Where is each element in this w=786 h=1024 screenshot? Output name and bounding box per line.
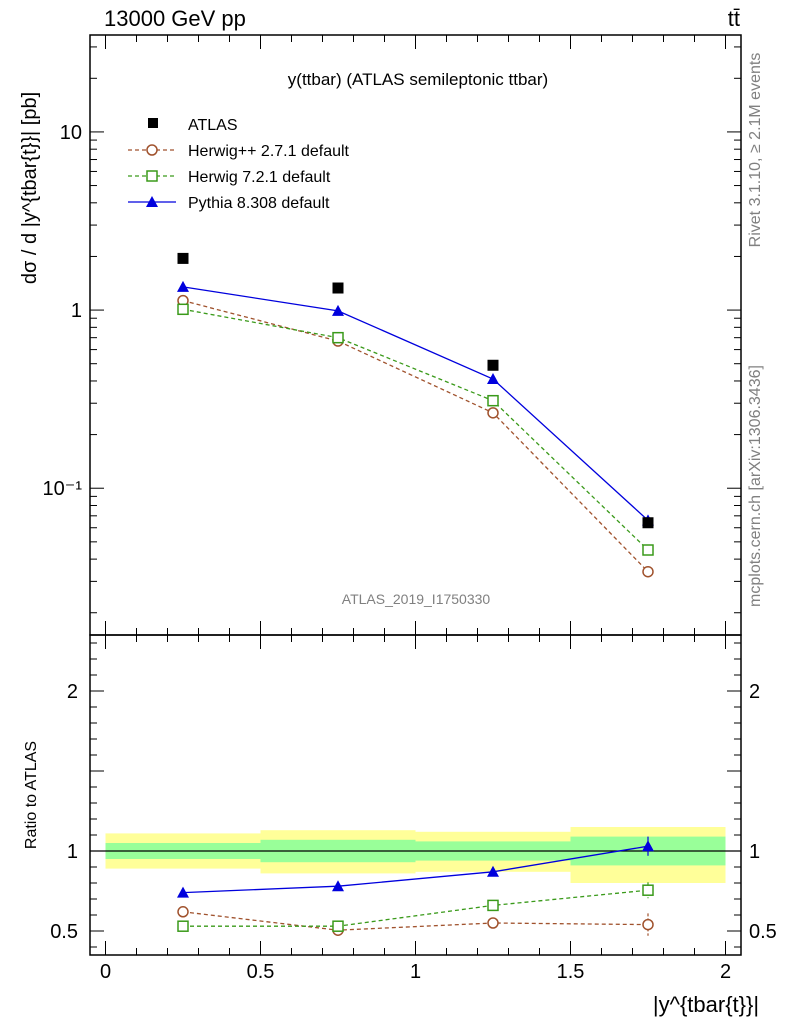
main-point-herwigpp [487, 407, 499, 419]
legend-marker-pythia [146, 196, 158, 207]
legend-label-atlas: ATLAS [188, 117, 238, 134]
main-y-tick-label: 10 [60, 122, 82, 144]
main-point-pythia [487, 373, 499, 385]
x-tick-label: 0.5 [247, 961, 275, 983]
main-series-line-herwigpp [182, 299, 649, 573]
legend-label-pythia: Pythia 8.308 default [188, 195, 330, 212]
ratio-y-tick-label: 2 [67, 681, 78, 703]
watermark-label: ATLAS_2019_I1750330 [342, 591, 491, 607]
main-series-line-pythia [182, 286, 649, 521]
ratio-y-tick-label-right: 0.5 [749, 921, 777, 943]
legend-label-herwigpp: Herwig++ 2.7.1 default [188, 143, 350, 160]
main-x-ticks [105, 35, 726, 635]
ratio-y-axis-label: Ratio to ATLAS [23, 741, 40, 849]
energy-label: 13000 GeV pp [104, 6, 246, 31]
ratio-point-pythia [487, 865, 499, 877]
legend-item-atlas: ATLAS [148, 117, 238, 134]
ratio-uncertainty-bands [90, 827, 741, 883]
ratio-point-herwig7 [487, 899, 499, 912]
ratio-series-line-herwig7 [183, 889, 649, 927]
ratio-frame [89, 634, 742, 956]
main-point-atlas [487, 359, 499, 371]
main-point-pythia [177, 280, 189, 292]
main-y-tick-label: 10⁻¹ [43, 478, 83, 500]
main-point-herwigpp [642, 565, 654, 578]
x-tick-label: 2 [720, 961, 731, 983]
x-tick-label: 1.5 [557, 961, 585, 983]
legend-item-pythia: Pythia 8.308 default [128, 195, 330, 212]
ratio-point-pythia [177, 886, 189, 898]
ratio-y-tick-label: 1 [67, 841, 78, 863]
ratio-series-line-pythia [182, 845, 649, 894]
ratio-point-pythia [642, 840, 654, 852]
x-tick-label: 1 [410, 961, 421, 983]
main-series-line-herwig7 [182, 308, 649, 551]
ratio-x-ticks: 0 0.5 1 1.5 2 [100, 635, 731, 983]
main-point-pythia [332, 304, 344, 316]
ratio-point-herwigpp [642, 918, 654, 931]
ratio-y-tick-label-right: 2 [749, 681, 760, 703]
ratio-y-tick-label-right: 1 [749, 841, 760, 863]
main-point-herwig7 [332, 331, 344, 344]
main-point-herwig7 [177, 303, 189, 316]
legend-item-herwigpp: Herwig++ 2.7.1 default [128, 143, 350, 160]
legend-label-herwig7: Herwig 7.2.1 default [188, 169, 331, 186]
ratio-y-ticks: 0.5 0.5 1 1 2 2 [50, 642, 777, 948]
x-tick-label: 0 [100, 961, 111, 983]
ratio-point-herwig7 [332, 920, 344, 932]
main-point-atlas [642, 517, 654, 529]
main-y-ticks: 10 1 10⁻¹ [43, 46, 741, 614]
mcplots-label: mcplots.cern.ch [arXiv:1306.3436] [747, 365, 764, 607]
ratio-series-line-herwigpp [182, 911, 649, 931]
ratio-panel: Ratio to ATLAS |y^{tbar{t}}| 0.5 0.51 12 2 … [23, 634, 777, 1017]
ratio-point-herwig7 [177, 920, 189, 932]
legend-marker-herwigpp [146, 144, 158, 156]
legend-item-herwig7: Herwig 7.2.1 default [128, 169, 331, 186]
ratio-point-herwig7 [642, 884, 654, 896]
main-point-atlas [177, 252, 189, 264]
main-y-axis-label: dσ / d |y^{tbar{t}}| [pb] [19, 92, 41, 284]
ratio-y-tick-label: 0.5 [50, 921, 78, 943]
main-y-tick-label: 1 [71, 300, 82, 322]
ratio-point-pythia [332, 880, 344, 892]
legend-marker-atlas [148, 118, 158, 128]
legend: ATLAS Herwig++ 2.7.1 default Herwig 7.2.… [128, 117, 350, 212]
main-title: y(ttbar) (ATLAS semileptonic ttbar) [288, 70, 548, 89]
ratio-point-herwigpp [487, 917, 499, 929]
ratio-plot-area [177, 836, 654, 936]
x-axis-label: |y^{tbar{t}}| [653, 992, 759, 1017]
main-point-herwig7 [487, 394, 499, 407]
main-point-herwig7 [642, 544, 654, 556]
main-plot-area [177, 252, 654, 578]
rivet-version-label: Rivet 3.1.10, ≥ 2.1M events [747, 53, 764, 248]
process-label: tt̄ [728, 6, 740, 31]
main-point-atlas [332, 282, 344, 294]
main-panel: y(ttbar) (ATLAS semileptonic ttbar) ATLA… [19, 34, 742, 636]
legend-marker-herwig7 [146, 170, 158, 182]
ratio-point-herwigpp [177, 906, 189, 918]
